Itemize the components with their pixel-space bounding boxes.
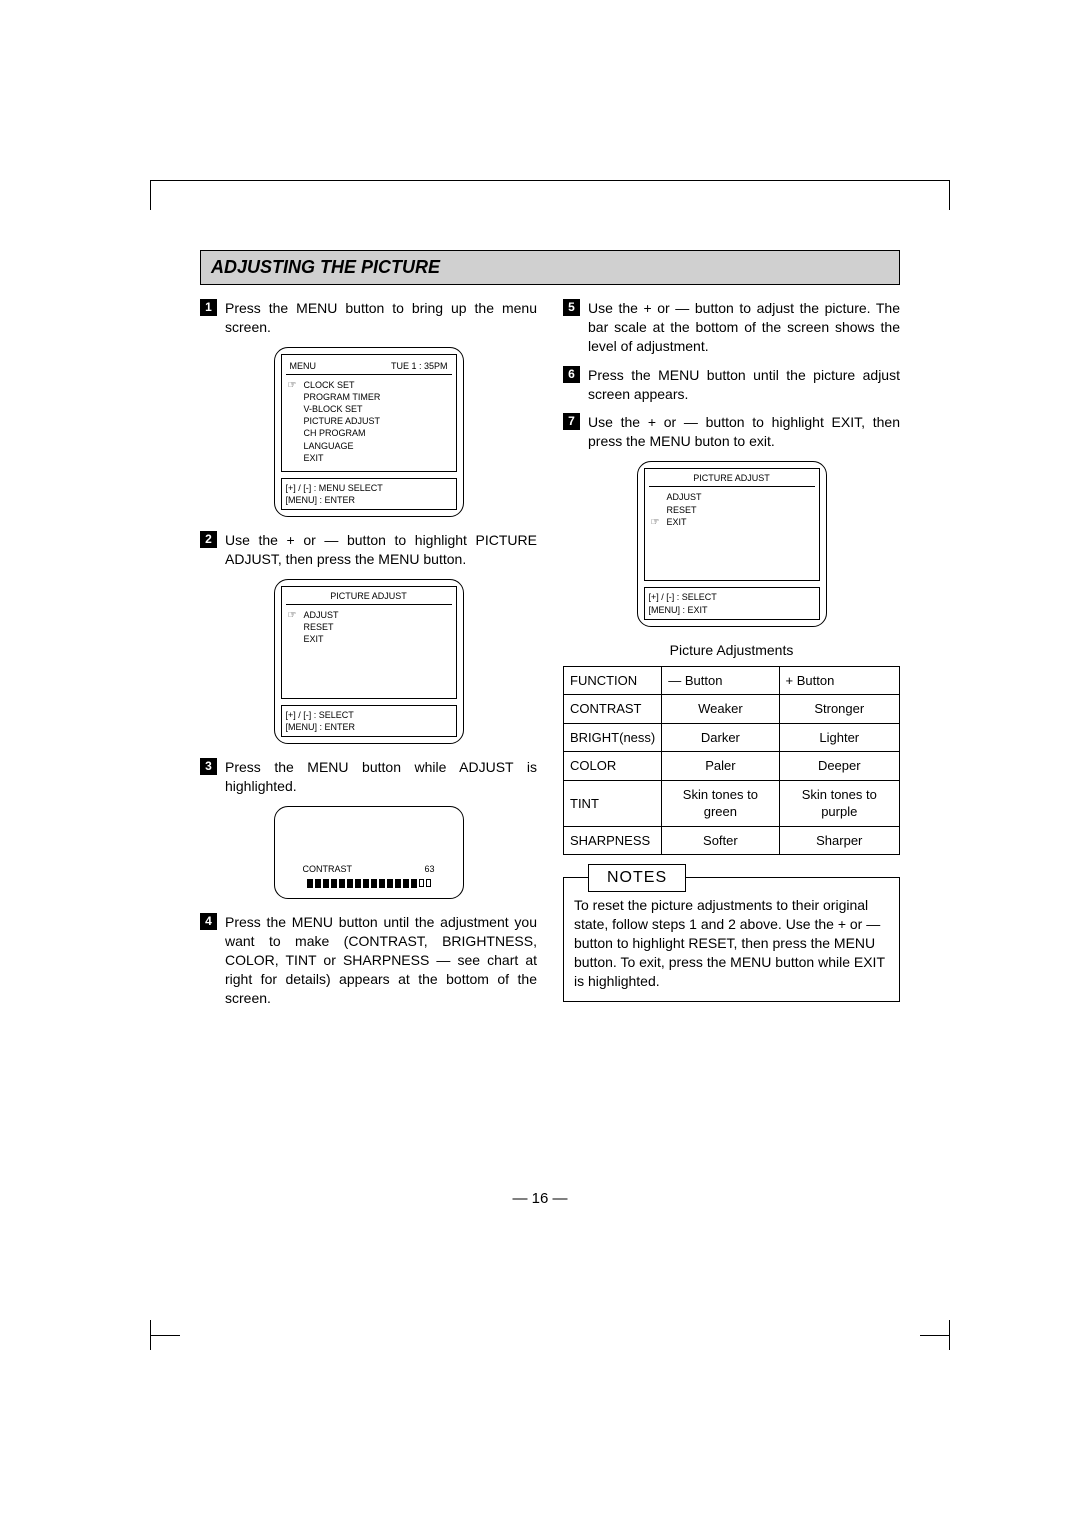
cell: BRIGHT(ness) <box>564 723 662 752</box>
notes-text: To reset the picture adjustments to thei… <box>574 896 889 990</box>
osd-picture-adjust-screen: PICTURE ADJUST ☞ ADJUST RESET EXIT [+] /… <box>274 579 464 744</box>
osd-item: EXIT <box>304 633 448 645</box>
step-number-icon: 7 <box>563 413 580 430</box>
step-text: Press the MENU button to bring up the me… <box>225 299 537 337</box>
cell: Skin tones to purple <box>779 780 899 826</box>
osd-contrast-screen: CONTRAST 63 <box>274 806 464 899</box>
osd-item: LANGUAGE <box>304 440 448 452</box>
osd-item: CLOCK SET <box>304 379 448 391</box>
table-row: BRIGHT(ness) Darker Lighter <box>564 723 900 752</box>
cell: CONTRAST <box>564 695 662 724</box>
step-text: Press the MENU button while ADJUST is hi… <box>225 758 537 796</box>
cell: Skin tones to green <box>662 780 779 826</box>
osd-item: V-BLOCK SET <box>304 403 448 415</box>
osd-item: RESET <box>304 621 448 633</box>
step-6: 6 Press the MENU button until the pictur… <box>563 366 900 404</box>
contrast-label: CONTRAST <box>303 863 353 875</box>
cell: TINT <box>564 780 662 826</box>
table-row: SHARPNESS Softer Sharper <box>564 826 900 855</box>
contrast-value: 63 <box>424 863 434 875</box>
osd-title: PICTURE ADJUST <box>649 472 815 487</box>
pointer-icon: ☞ <box>288 609 297 623</box>
step-number-icon: 5 <box>563 299 580 316</box>
step-4: 4 Press the MENU button until the adjust… <box>200 913 537 1007</box>
osd-item: PROGRAM TIMER <box>304 391 448 403</box>
crop-tick <box>150 1320 151 1350</box>
osd-footer: [+] / [-] : MENU SELECT [MENU] : ENTER <box>281 478 457 510</box>
step-text: Press the MENU button until the picture … <box>588 366 900 404</box>
col-header: + Button <box>779 666 899 695</box>
cell: COLOR <box>564 752 662 781</box>
osd-menu-items: ☞ CLOCK SET PROGRAM TIMER V-BLOCK SET PI… <box>286 375 452 468</box>
table-header-row: FUNCTION — Button + Button <box>564 666 900 695</box>
osd-clock: TUE 1 : 35PM <box>391 360 448 372</box>
osd-footer: [+] / [-] : SELECT [MENU] : ENTER <box>281 705 457 737</box>
notes-box: NOTES To reset the picture adjustments t… <box>563 877 900 1001</box>
step-3: 3 Press the MENU button while ADJUST is … <box>200 758 537 796</box>
step-number-icon: 2 <box>200 531 217 548</box>
step-number-icon: 3 <box>200 758 217 775</box>
cell: SHARPNESS <box>564 826 662 855</box>
step-text: Use the + or — button to highlight EXIT,… <box>588 413 900 451</box>
crop-tick <box>150 1335 180 1336</box>
step-number-icon: 6 <box>563 366 580 383</box>
osd-item: EXIT <box>304 452 448 464</box>
section-title: ADJUSTING THE PICTURE <box>200 250 900 285</box>
osd-menu-items: ☞ ADJUST RESET EXIT <box>286 605 452 695</box>
table-row: COLOR Paler Deeper <box>564 752 900 781</box>
step-1: 1 Press the MENU button to bring up the … <box>200 299 537 337</box>
step-2: 2 Use the + or — button to highlight PIC… <box>200 531 537 569</box>
step-number-icon: 1 <box>200 299 217 316</box>
step-5: 5 Use the + or — button to adjust the pi… <box>563 299 900 356</box>
osd-item: EXIT <box>667 517 687 527</box>
page-number: — 16 — <box>0 1190 1080 1207</box>
osd-title: PICTURE ADJUST <box>286 590 452 605</box>
table-row: TINT Skin tones to green Skin tones to p… <box>564 780 900 826</box>
step-number-icon: 4 <box>200 913 217 930</box>
cell: Darker <box>662 723 779 752</box>
cell: Deeper <box>779 752 899 781</box>
two-column-layout: 1 Press the MENU button to bring up the … <box>200 299 900 1018</box>
osd-item: RESET <box>667 504 811 516</box>
cell: Sharper <box>779 826 899 855</box>
crop-tick <box>150 180 151 210</box>
osd-menu-screen: MENU TUE 1 : 35PM ☞ CLOCK SET PROGRAM TI… <box>274 347 464 517</box>
osd-menu-label: MENU <box>290 360 317 372</box>
osd-footer: [+] / [-] : SELECT [MENU] : EXIT <box>644 587 820 619</box>
osd-item: ADJUST <box>667 491 811 503</box>
step-7: 7 Use the + or — button to highlight EXI… <box>563 413 900 451</box>
bar-scale <box>285 879 453 888</box>
osd-exit-screen: PICTURE ADJUST ADJUST RESET ☞ EXIT [+] /… <box>637 461 827 626</box>
osd-item: PICTURE ADJUST <box>304 415 448 427</box>
osd-item: ADJUST <box>304 609 448 621</box>
step-text: Press the MENU button until the adjustme… <box>225 913 537 1007</box>
page-content: ADJUSTING THE PICTURE 1 Press the MENU b… <box>200 250 900 1018</box>
cell: Lighter <box>779 723 899 752</box>
right-column: 5 Use the + or — button to adjust the pi… <box>563 299 900 1018</box>
step-text: Use the + or — button to adjust the pict… <box>588 299 900 356</box>
table-row: CONTRAST Weaker Stronger <box>564 695 900 724</box>
pointer-icon: ☞ <box>651 516 660 530</box>
crop-tick <box>949 1320 950 1350</box>
osd-item: CH PROGRAM <box>304 427 448 439</box>
cell: Softer <box>662 826 779 855</box>
table-caption: Picture Adjustments <box>563 641 900 660</box>
osd-menu-items: ADJUST RESET ☞ EXIT <box>649 487 815 577</box>
step-text: Use the + or — button to highlight PICTU… <box>225 531 537 569</box>
col-header: FUNCTION <box>564 666 662 695</box>
crop-tick <box>920 1335 950 1336</box>
cell: Stronger <box>779 695 899 724</box>
picture-adjustments-table: FUNCTION — Button + Button CONTRAST Weak… <box>563 666 900 856</box>
notes-label: NOTES <box>588 864 686 892</box>
crop-tick <box>949 180 950 210</box>
cell: Paler <box>662 752 779 781</box>
cell: Weaker <box>662 695 779 724</box>
pointer-icon: ☞ <box>288 379 297 393</box>
col-header: — Button <box>662 666 779 695</box>
left-column: 1 Press the MENU button to bring up the … <box>200 299 537 1018</box>
